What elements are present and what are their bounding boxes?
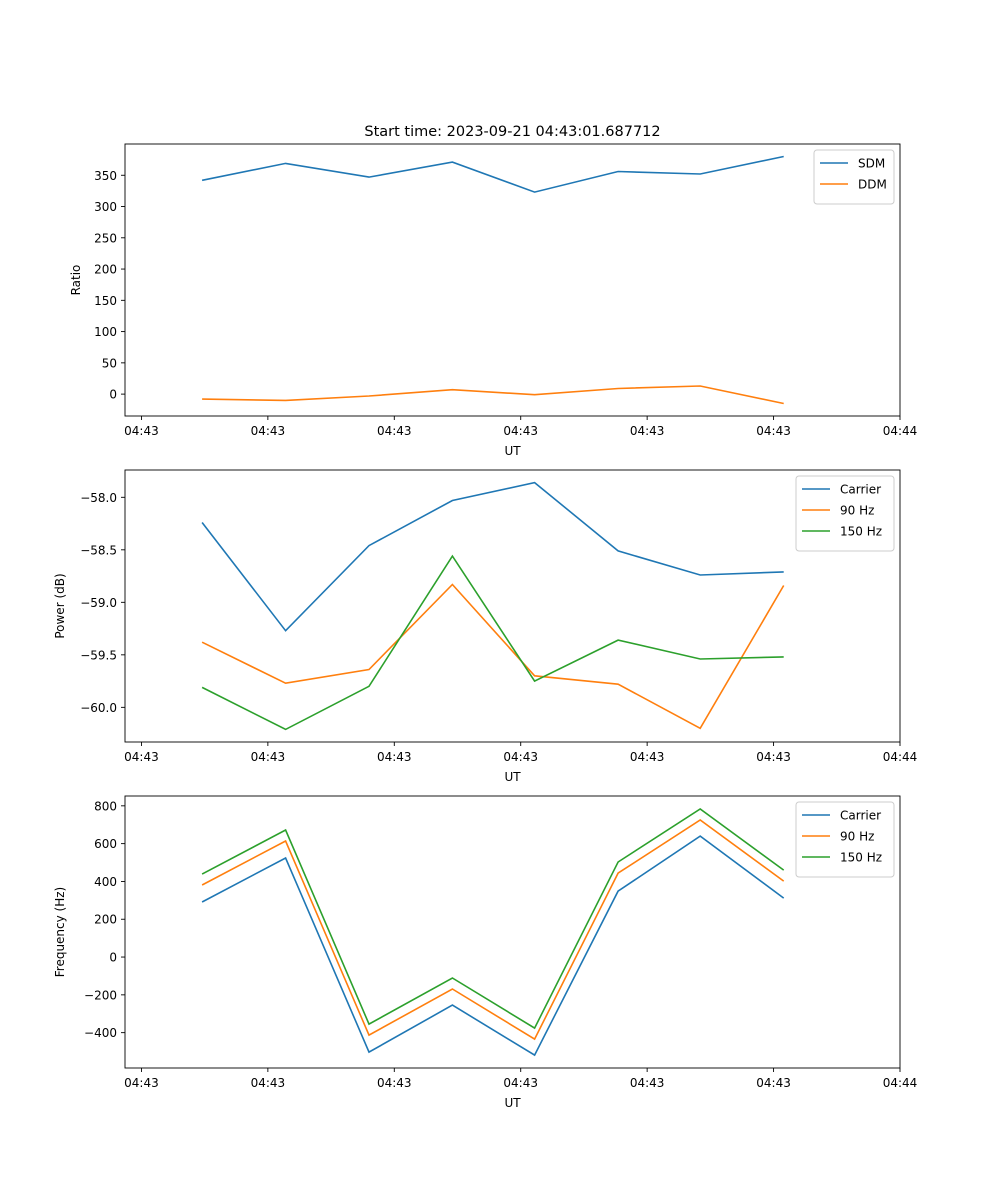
x-axis-label: UT (504, 770, 521, 784)
axes-frame (124, 469, 901, 743)
legend-box (795, 475, 895, 552)
series-line-carrier (201, 835, 785, 1057)
x-tick-label: 04:43 (377, 750, 412, 764)
legend: SDM DDM (813, 149, 895, 205)
y-tick-label: 0 (109, 951, 117, 965)
x-tick-label: 04:44 (883, 1076, 918, 1090)
y-tick-label: 100 (94, 325, 117, 339)
series-line-90-hz (201, 819, 785, 1041)
series-line-150-hz (201, 808, 785, 1030)
x-tick-label: 04:43 (124, 424, 159, 438)
subplot-3: 04:43 04:43 04:43 04:43 04:43 04:43 04:44 −400 −… (53, 795, 918, 1110)
legend-label: 150 Hz (840, 851, 882, 865)
y-axis-label: Ratio (69, 265, 83, 296)
x-tick-label: 04:43 (630, 1076, 665, 1090)
y-tick-label: 0 (109, 388, 117, 402)
figure-title: Start time: 2023-09-21 04:43:01.687712 (364, 124, 660, 140)
legend-label: SDM (858, 157, 885, 171)
legend-label: 90 Hz (840, 830, 874, 844)
y-tick-label: 400 (94, 875, 117, 889)
legend-label: 150 Hz (840, 525, 882, 539)
series-line-90-hz (201, 583, 785, 730)
y-tick-label: −60.0 (80, 701, 117, 715)
y-axis-label: Power (dB) (53, 573, 67, 638)
y-tick-label: −200 (84, 988, 117, 1002)
x-tick-label: 04:43 (124, 750, 159, 764)
x-tick-label: 04:43 (630, 750, 665, 764)
x-tick-label: 04:43 (251, 424, 286, 438)
series-line-ddm (202, 385, 784, 405)
legend-box (795, 801, 895, 878)
x-tick-label: 04:43 (756, 750, 791, 764)
x-tick-label: 04:43 (251, 750, 286, 764)
x-tick-label: 04:43 (756, 1076, 791, 1090)
y-tick-label: 200 (94, 263, 117, 277)
legend: Carrier 90 Hz 150 Hz (795, 801, 895, 878)
axes-frame (124, 143, 901, 417)
y-tick-label: −59.0 (80, 596, 117, 610)
x-tick-label: 04:44 (883, 424, 918, 438)
y-tick-label: −59.5 (80, 648, 117, 662)
x-axis-label: UT (504, 444, 521, 458)
y-tick-label: 300 (94, 200, 117, 214)
legend-label: Carrier (840, 483, 881, 497)
y-tick-label: 250 (94, 231, 117, 245)
x-tick-label: 04:43 (630, 424, 665, 438)
legend: Carrier 90 Hz 150 Hz (795, 475, 895, 552)
x-tick-label: 04:43 (503, 424, 538, 438)
x-tick-label: 04:43 (124, 1076, 159, 1090)
y-tick-label: 600 (94, 837, 117, 851)
y-axis-label: Frequency (Hz) (53, 887, 67, 978)
y-tick-label: 200 (94, 913, 117, 927)
y-tick-label: −58.5 (80, 543, 117, 557)
legend-label: Carrier (840, 809, 881, 823)
series-line-carrier (201, 481, 784, 632)
subplot-2: 04:43 04:43 04:43 04:43 04:43 04:43 04:44 −60.0… (53, 469, 918, 784)
y-tick-label: 150 (94, 294, 117, 308)
y-tick-label: 800 (94, 799, 117, 813)
series-line-150-hz (201, 554, 784, 731)
y-tick-label: 350 (94, 169, 117, 183)
legend-label: 90 Hz (840, 504, 874, 518)
x-axis-label: UT (504, 1096, 521, 1110)
axes-frame (124, 795, 901, 1069)
x-tick-label: 04:43 (503, 1076, 538, 1090)
x-tick-label: 04:43 (756, 424, 791, 438)
x-tick-label: 04:44 (883, 750, 918, 764)
legend-label: DDM (858, 178, 887, 192)
y-tick-label: −400 (84, 1026, 117, 1040)
x-tick-label: 04:43 (251, 1076, 286, 1090)
x-tick-label: 04:43 (377, 424, 412, 438)
series-line-sdm (201, 155, 784, 193)
y-tick-label: 50 (102, 356, 117, 370)
x-tick-label: 04:43 (503, 750, 538, 764)
y-tick-label: −58.0 (80, 491, 117, 505)
x-tick-label: 04:43 (377, 1076, 412, 1090)
subplot-1: 04:43 04:43 04:43 04:43 04:43 04:43 04:44 0 50 10… (69, 143, 918, 458)
